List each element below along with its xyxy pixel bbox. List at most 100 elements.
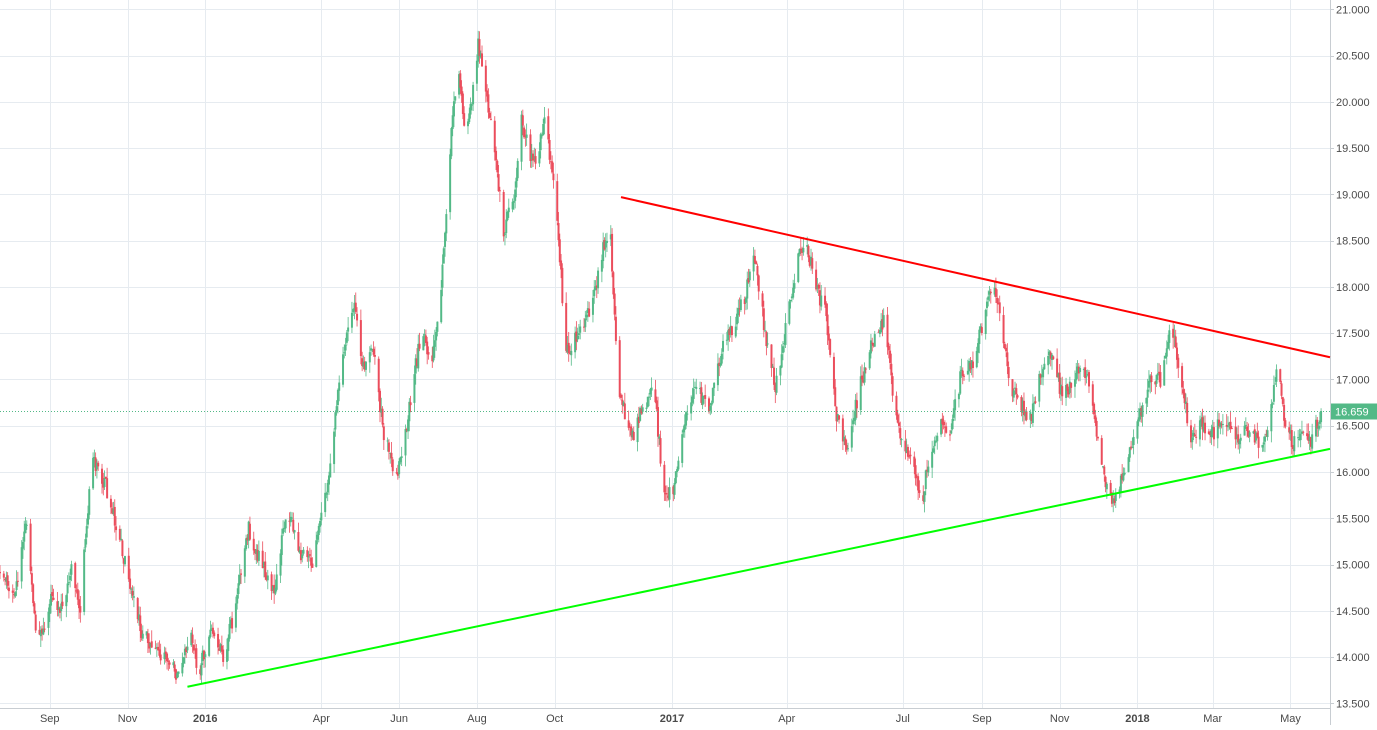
candle-body bbox=[1109, 482, 1112, 495]
candle-body bbox=[29, 523, 32, 571]
candle-body bbox=[817, 284, 820, 289]
candle-body bbox=[691, 396, 694, 403]
candle-body bbox=[950, 430, 953, 434]
candle-body bbox=[591, 297, 594, 315]
candle-body bbox=[770, 344, 773, 369]
candle-body bbox=[843, 436, 846, 442]
candle-body bbox=[50, 593, 53, 606]
candle-body bbox=[534, 156, 537, 164]
candle-body bbox=[450, 128, 453, 157]
candle-body bbox=[1145, 397, 1148, 404]
candle-body bbox=[79, 606, 82, 613]
candle-body bbox=[943, 426, 946, 428]
candle-body bbox=[495, 150, 498, 161]
candle-body bbox=[1226, 426, 1229, 428]
candle-body bbox=[320, 512, 323, 521]
candle-body bbox=[399, 457, 402, 463]
candle-body bbox=[612, 272, 615, 295]
candle-body bbox=[123, 556, 126, 565]
candle-body bbox=[1265, 434, 1268, 436]
candle-body bbox=[681, 434, 684, 463]
candle-body bbox=[229, 619, 232, 625]
candle-body bbox=[738, 308, 741, 310]
candle-body bbox=[764, 330, 767, 332]
candle-body bbox=[645, 407, 648, 409]
candle-body bbox=[824, 295, 827, 305]
candle-body bbox=[980, 327, 983, 334]
candle-body bbox=[475, 60, 478, 84]
candle-body bbox=[42, 628, 45, 635]
candle-body bbox=[484, 65, 487, 92]
candle-body bbox=[433, 340, 436, 347]
candle-body bbox=[951, 419, 954, 430]
candle-body bbox=[560, 260, 563, 270]
candle-body bbox=[797, 253, 800, 282]
x-tick-label: Jun bbox=[390, 713, 408, 725]
candle-body bbox=[274, 587, 277, 594]
candle-body bbox=[701, 396, 704, 406]
candle-body bbox=[852, 420, 855, 425]
candle-body bbox=[521, 115, 524, 126]
candle-body bbox=[32, 584, 35, 604]
candle-body bbox=[752, 255, 755, 272]
candle-body bbox=[1104, 476, 1107, 488]
candle-body bbox=[970, 360, 973, 368]
candle-body bbox=[307, 556, 310, 558]
y-tick-label: 19.000 bbox=[1336, 189, 1370, 201]
candle-body bbox=[1316, 419, 1319, 429]
candle-body bbox=[469, 103, 472, 115]
candle-body bbox=[111, 508, 114, 514]
candle-body bbox=[449, 154, 452, 213]
candle-body bbox=[347, 327, 350, 332]
candle-body bbox=[361, 358, 364, 366]
candle-body bbox=[727, 330, 730, 341]
candle-body bbox=[94, 457, 97, 471]
candle-body bbox=[204, 654, 207, 658]
candle-body bbox=[329, 463, 332, 478]
candle-body bbox=[933, 440, 936, 447]
candle-body bbox=[1139, 408, 1141, 420]
candle-body bbox=[1066, 384, 1069, 391]
candle-body bbox=[1302, 431, 1305, 433]
candle-body bbox=[1229, 421, 1232, 429]
candle-body bbox=[407, 419, 410, 432]
candle-body bbox=[104, 476, 107, 479]
candle-body bbox=[567, 342, 570, 354]
candle-body bbox=[692, 388, 695, 399]
candle-body bbox=[603, 240, 606, 250]
candle-body bbox=[889, 350, 892, 363]
candle-body bbox=[231, 618, 234, 629]
support-trendline[interactable] bbox=[187, 447, 1331, 688]
candle-body bbox=[1195, 436, 1198, 438]
candle-body bbox=[137, 614, 140, 621]
candle-body bbox=[324, 492, 327, 513]
candle-body bbox=[445, 214, 448, 234]
candle-body bbox=[1049, 352, 1052, 359]
candle-body bbox=[458, 74, 461, 95]
resistance-trendline[interactable] bbox=[620, 196, 1331, 359]
candle-body bbox=[1025, 411, 1028, 420]
candle-body bbox=[255, 549, 258, 554]
candle-body bbox=[514, 189, 517, 201]
candle-body bbox=[820, 295, 823, 307]
candle-body bbox=[998, 302, 1001, 314]
candle-body bbox=[195, 648, 198, 668]
candle-body bbox=[975, 350, 978, 368]
candle-body bbox=[1140, 407, 1143, 416]
candle-body bbox=[968, 360, 971, 372]
candle-body bbox=[895, 395, 898, 416]
candle-body bbox=[639, 407, 642, 421]
candle-body bbox=[470, 104, 473, 106]
candle-body bbox=[496, 160, 499, 173]
candle-body bbox=[317, 525, 320, 535]
candle-body bbox=[7, 587, 10, 592]
candle-body bbox=[288, 520, 291, 522]
candle-body bbox=[1105, 483, 1108, 490]
candle-body bbox=[363, 361, 366, 370]
candle-body bbox=[1084, 367, 1087, 379]
candle-body bbox=[913, 456, 916, 467]
candle-body bbox=[756, 265, 759, 276]
candle-body bbox=[109, 498, 112, 508]
